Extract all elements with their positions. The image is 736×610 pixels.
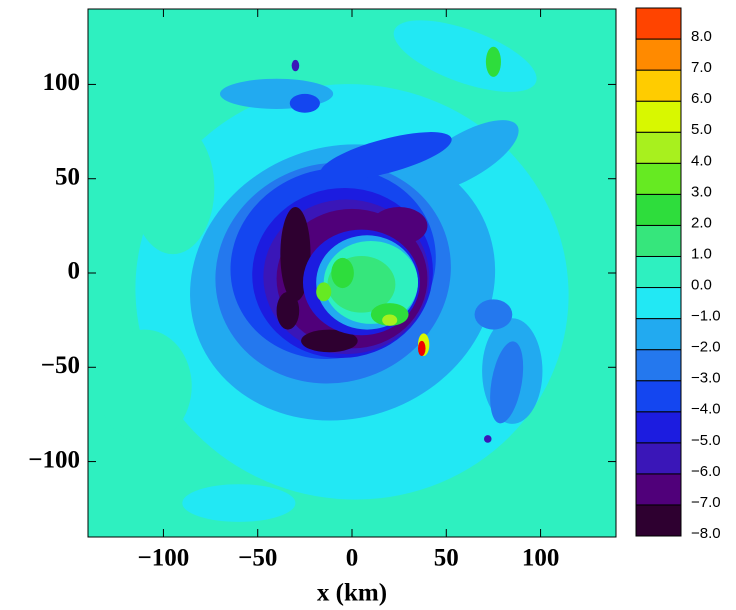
- colorbar-box: [635, 380, 682, 413]
- contour-region: [484, 435, 492, 443]
- contour-region: [182, 484, 296, 522]
- contour-field: [88, 9, 616, 537]
- y-tick-label: −100: [28, 446, 80, 473]
- colorbar-tick-label: −1.0: [691, 308, 721, 325]
- colorbar-box: [635, 349, 682, 382]
- colorbar-box: [635, 255, 682, 289]
- colorbar-box: [635, 504, 682, 537]
- contour-region: [382, 314, 398, 326]
- colorbar-box: [635, 162, 682, 195]
- contour-region: [301, 329, 358, 353]
- colorbar-tick-label: −7.0: [691, 494, 721, 511]
- colorbar-box: [635, 38, 682, 71]
- colorbar-box: [635, 224, 682, 257]
- contour-region: [418, 340, 426, 356]
- colorbar-tick-label: 5.0: [691, 121, 712, 138]
- x-tick-label: −50: [238, 545, 277, 572]
- colorbar-box: [635, 131, 682, 164]
- contour-region: [474, 299, 513, 330]
- contour-region: [280, 207, 311, 302]
- contour-region: [490, 341, 524, 424]
- contour-region: [289, 93, 320, 113]
- x-tick-label: 50: [434, 545, 459, 572]
- contour-region: [97, 329, 192, 443]
- colorbar-tick-label: 8.0: [691, 28, 712, 45]
- colorbar-tick-label: −6.0: [691, 463, 721, 480]
- contour-region: [320, 132, 452, 181]
- colorbar-box: [635, 100, 682, 133]
- colorbar-tick-label: −5.0: [691, 432, 721, 449]
- colorbar-tick-label: −2.0: [691, 339, 721, 356]
- colorbar-box: [635, 473, 682, 506]
- x-axis-label: x (km): [317, 580, 387, 607]
- colorbar-tick-label: 3.0: [691, 183, 712, 200]
- colorbar-tick-label: 0.0: [691, 276, 712, 293]
- contour-region: [131, 122, 215, 255]
- contour-region: [331, 257, 354, 289]
- y-tick-label: 50: [55, 163, 80, 190]
- colorbar-tick-label: −4.0: [691, 401, 721, 418]
- colorbar-box: [635, 69, 682, 102]
- colorbar-tick-label: 4.0: [691, 152, 712, 169]
- colorbar-tick-label: −3.0: [691, 370, 721, 387]
- colorbar-tick-label: 2.0: [691, 214, 712, 231]
- y-tick-label: 100: [43, 69, 81, 96]
- colorbar-tick-label: −8.0: [691, 525, 721, 542]
- colorbar-box: [635, 318, 682, 351]
- y-tick-label: −50: [41, 352, 80, 379]
- x-tick-label: 100: [522, 545, 560, 572]
- contour-region: [411, 120, 519, 193]
- colorbar-box: [635, 287, 682, 320]
- contour-region: [393, 20, 537, 92]
- colorbar-box: [635, 193, 682, 226]
- x-tick-label: −100: [138, 545, 190, 572]
- contour-region: [485, 46, 501, 77]
- contour-region: [316, 282, 332, 302]
- colorbar-box: [635, 442, 682, 475]
- contour-region: [291, 59, 300, 72]
- colorbar-tick-label: 7.0: [691, 59, 712, 76]
- colorbar-box: [635, 411, 682, 444]
- contour-region: [276, 291, 300, 330]
- colorbar-tick-label: 6.0: [691, 90, 712, 107]
- colorbar-tick-label: 1.0: [691, 245, 712, 262]
- x-tick-label: 0: [346, 545, 359, 572]
- colorbar-box: [635, 7, 682, 40]
- y-tick-label: 0: [68, 258, 81, 285]
